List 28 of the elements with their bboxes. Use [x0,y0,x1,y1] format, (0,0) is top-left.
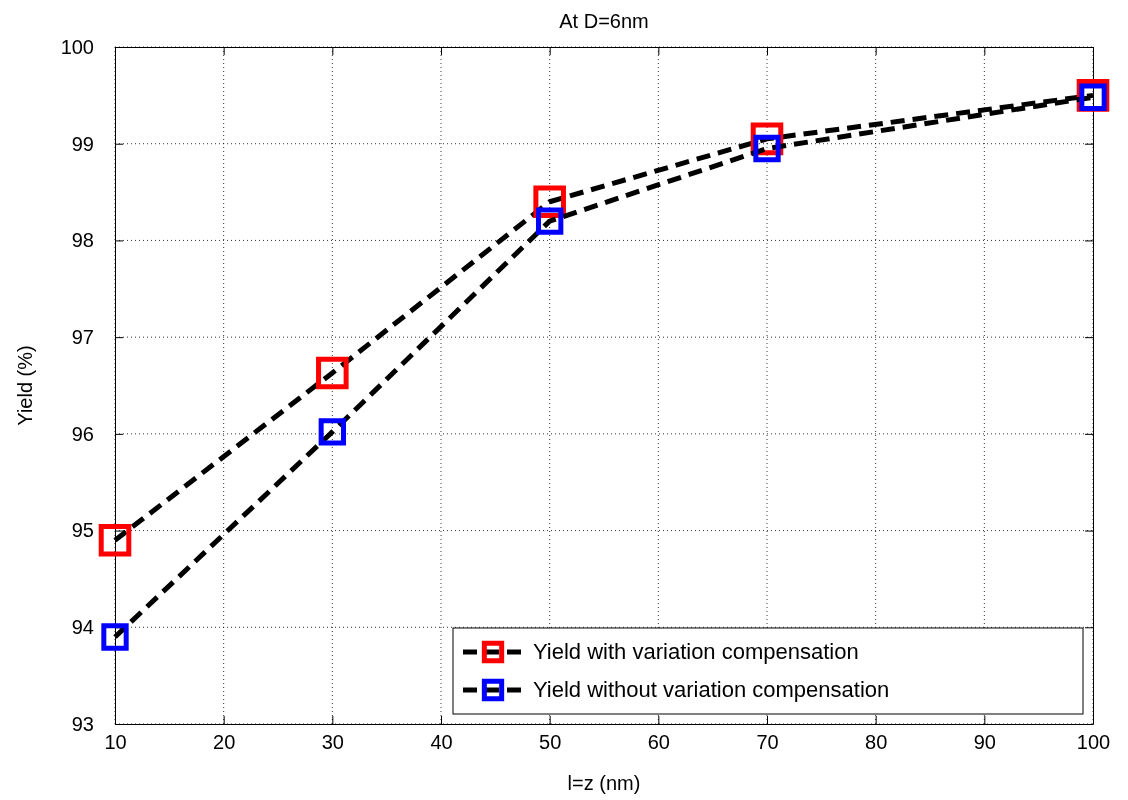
y-tick-label: 97 [71,326,94,349]
y-axis-title: Yield (%) [14,345,36,426]
x-tick-label: 50 [539,731,562,753]
x-tick-label: 30 [321,731,344,753]
y-tick-label: 93 [71,712,94,735]
y-tick-label: 98 [71,229,94,252]
point [98,523,132,557]
x-tick-label: 60 [647,731,670,753]
y-tick-label: 99 [71,132,94,155]
y-tick-label: 95 [71,519,94,542]
point [535,207,564,235]
legend-label: Yield without variation compensation [533,677,890,702]
point [316,356,349,390]
y-tick-label: 100 [60,35,94,58]
point [318,418,347,446]
x-axis-title: l=z (nm) [567,772,641,794]
legend-label: Yield with variation compensation [533,639,859,664]
y-tick-label: 96 [71,422,94,445]
x-tick-label: 90 [973,731,996,753]
x-tick-label: 70 [756,731,779,753]
point [101,623,129,651]
x-tick-label: 10 [104,731,127,753]
y-tick-label: 94 [71,616,94,639]
x-tick-label: 80 [865,731,888,753]
x-tick-label: 100 [1076,731,1111,753]
chart-title: At D=6nm [559,10,649,32]
x-tick-label: 40 [430,731,453,753]
x-tick-label: 20 [213,731,236,753]
